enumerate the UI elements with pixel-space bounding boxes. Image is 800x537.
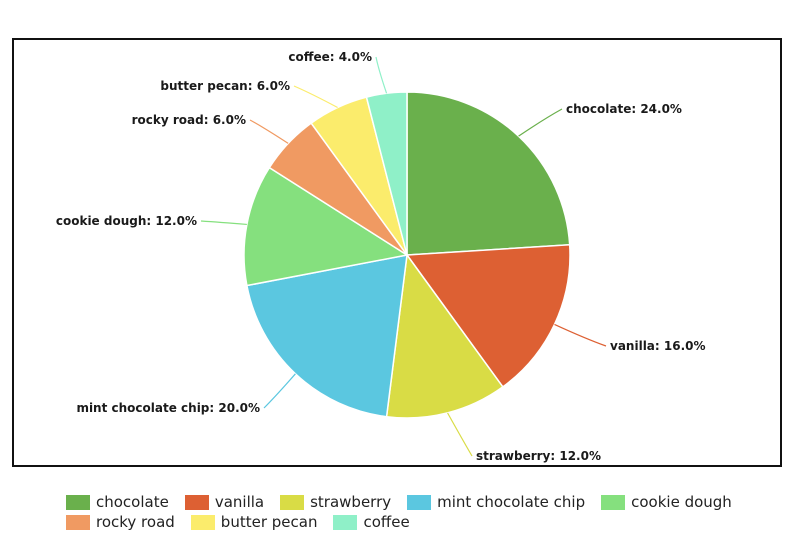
leader-line-strawberry (447, 412, 473, 457)
legend-item-chocolate[interactable]: chocolate (66, 493, 169, 511)
chart-frame: chocolate: 24.0% vanilla: 16.0% strawberry… (12, 38, 782, 467)
legend-swatch-strawberry (280, 494, 305, 510)
pie-slice-coffee (365, 91, 408, 256)
legend-label-butter-pecan: butter pecan (220, 513, 318, 531)
legend-item-vanilla[interactable]: vanilla (184, 493, 265, 511)
legend-item-strawberry[interactable]: strawberry (280, 493, 391, 511)
slice-label-cookie-dough: cookie dough: 12.0% (56, 214, 197, 228)
slice-label-rocky-road: rocky road: 6.0% (132, 113, 246, 127)
pie-slice-cookie-dough (243, 166, 410, 287)
legend-label-rocky-road: rocky road (96, 513, 175, 531)
legend-row: chocolate vanilla strawberry mint chocolate… (66, 492, 786, 512)
legend-label-coffee: coffee (363, 513, 410, 531)
leader-line-butter-pecan (293, 85, 338, 109)
legend-swatch-mint-chocolate-chip (407, 494, 432, 510)
pie-slice-chocolate (406, 91, 571, 256)
leader-line-rocky-road (249, 119, 289, 144)
legend-item-cookie-dough[interactable]: cookie dough (601, 493, 732, 511)
leader-line-cookie-dough (200, 220, 247, 226)
legend-label-vanilla: vanilla (214, 493, 265, 511)
legend: chocolate vanilla strawberry mint chocolate… (66, 492, 786, 532)
slice-label-coffee: coffee: 4.0% (288, 50, 372, 64)
legend-swatch-chocolate (66, 494, 90, 510)
legend-item-coffee[interactable]: coffee (333, 513, 410, 531)
legend-item-mint-chocolate-chip[interactable]: mint chocolate chip (407, 493, 585, 511)
pie-slice-vanilla (405, 243, 571, 388)
legend-item-butter-pecan[interactable]: butter pecan (190, 513, 318, 531)
leader-line-chocolate (518, 108, 563, 137)
legend-label-cookie-dough: cookie dough (631, 493, 732, 511)
legend-label-mint-chocolate-chip: mint chocolate chip (437, 493, 586, 511)
legend-swatch-rocky-road (66, 514, 90, 530)
leader-line-vanilla (554, 323, 607, 347)
legend-label-chocolate: chocolate (96, 493, 169, 511)
slice-label-chocolate: chocolate: 24.0% (566, 102, 682, 116)
legend-item-rocky-road[interactable]: rocky road (66, 513, 175, 531)
legend-label-strawberry: strawberry (310, 493, 392, 511)
pie-chart: chocolate: 24.0% vanilla: 16.0% strawberry… (56, 50, 706, 463)
leader-line-coffee (375, 56, 388, 94)
slice-label-vanilla: vanilla: 16.0% (610, 339, 706, 353)
legend-swatch-coffee (333, 514, 358, 530)
leader-line-mint-chocolate-chip (263, 373, 296, 409)
slice-label-butter-pecan: butter pecan: 6.0% (160, 79, 290, 93)
legend-swatch-cookie-dough (601, 494, 626, 510)
legend-row: rocky road butter pecan coffee (66, 512, 786, 532)
legend-swatch-vanilla (184, 494, 209, 510)
legend-swatch-butter-pecan (190, 514, 215, 530)
slice-label-strawberry: strawberry: 12.0% (476, 449, 601, 463)
slice-label-mint-chocolate-chip: mint chocolate chip: 20.0% (76, 401, 260, 415)
